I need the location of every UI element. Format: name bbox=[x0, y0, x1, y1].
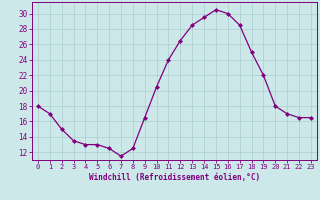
X-axis label: Windchill (Refroidissement éolien,°C): Windchill (Refroidissement éolien,°C) bbox=[89, 173, 260, 182]
